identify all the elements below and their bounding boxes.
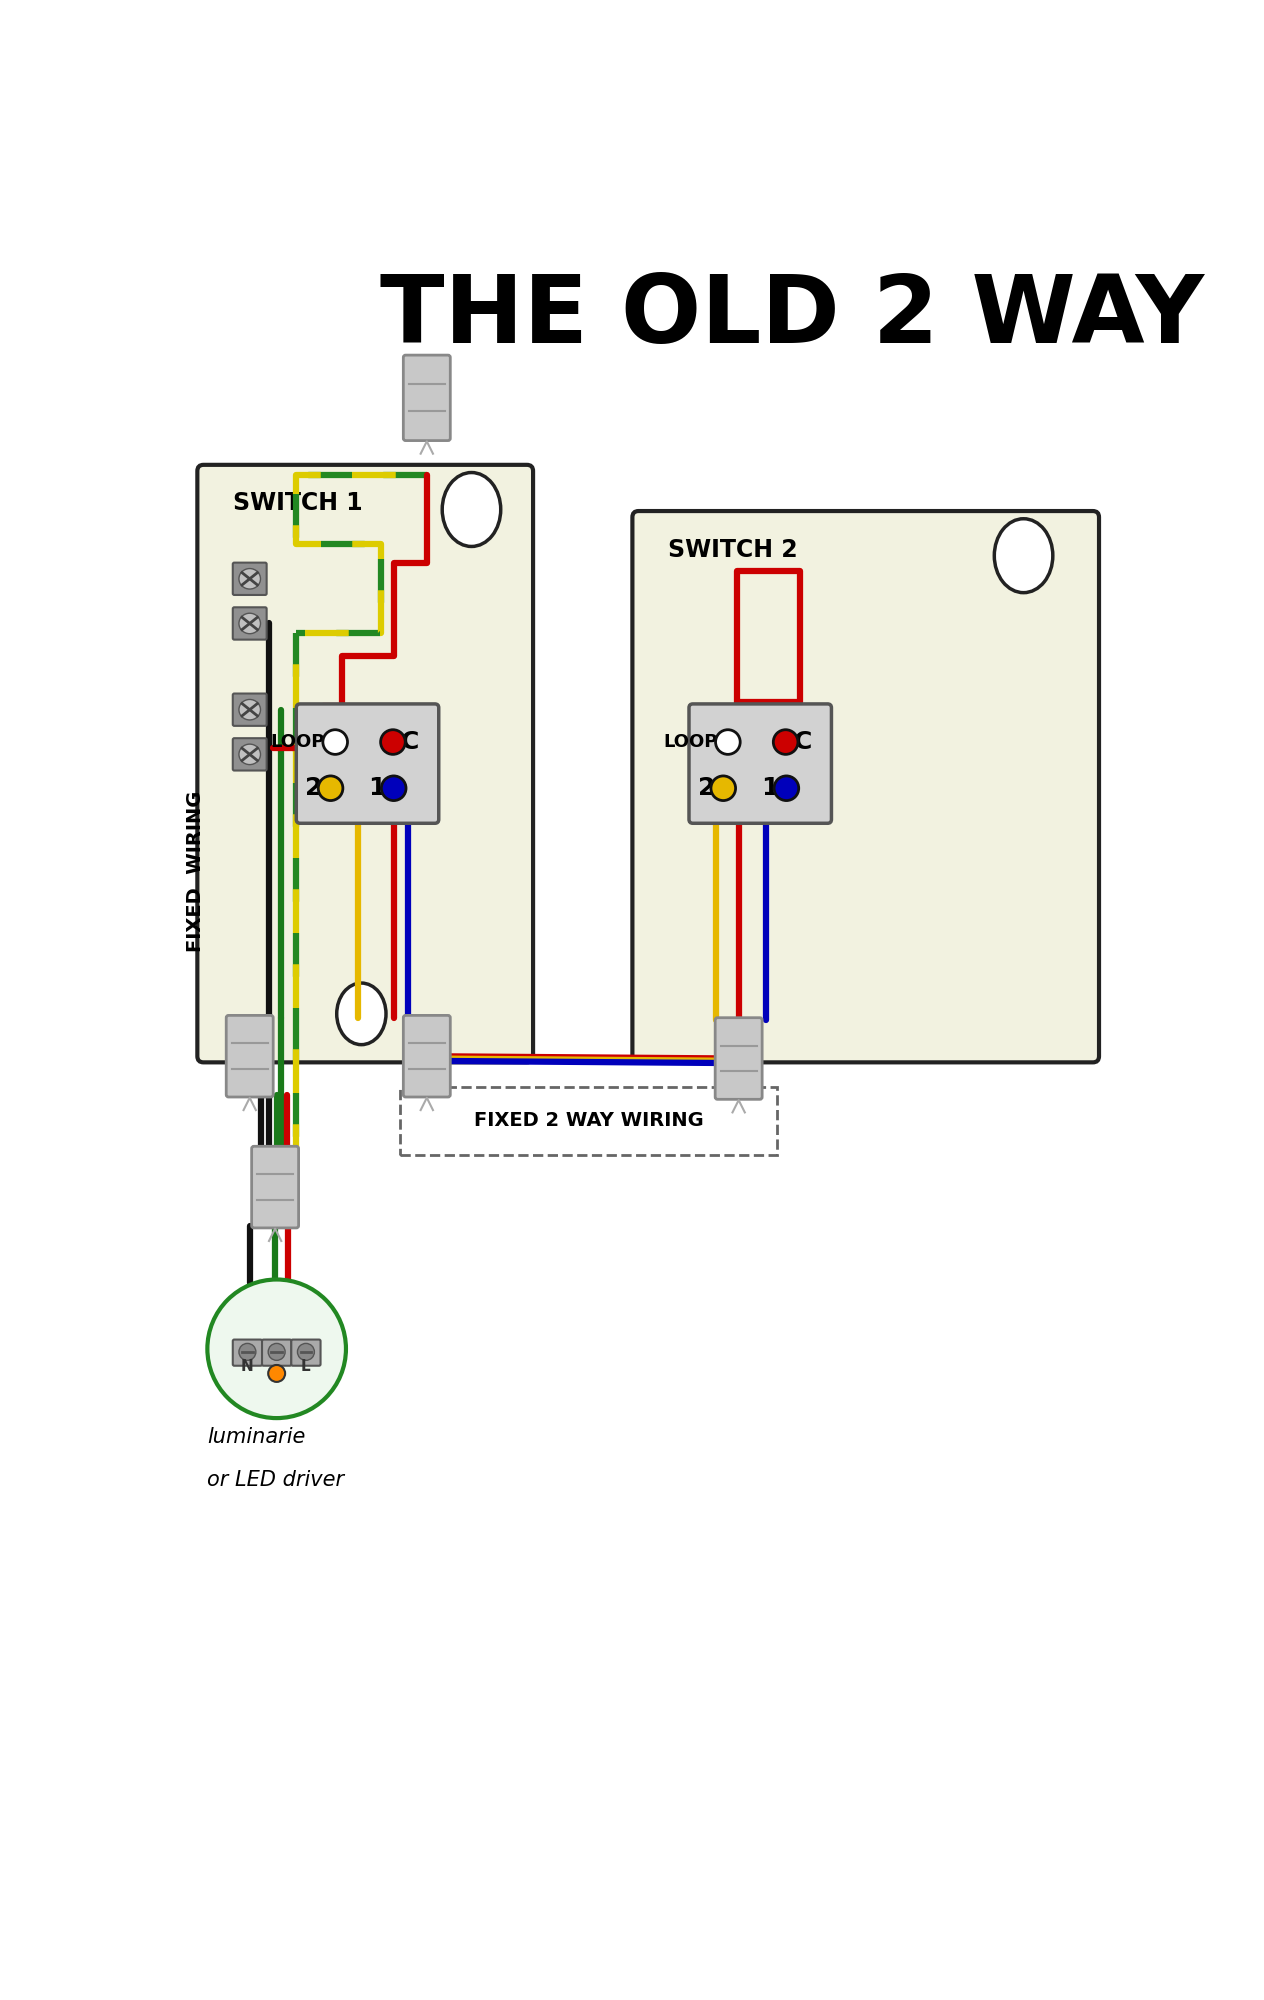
FancyBboxPatch shape (632, 512, 1098, 1062)
Text: 2: 2 (305, 776, 322, 800)
Text: C: C (794, 730, 811, 754)
Text: L: L (301, 1360, 311, 1374)
FancyBboxPatch shape (233, 1340, 262, 1366)
FancyBboxPatch shape (226, 1016, 273, 1098)
Ellipse shape (336, 984, 386, 1044)
Text: or LED driver: or LED driver (207, 1470, 345, 1490)
Ellipse shape (239, 700, 260, 720)
FancyBboxPatch shape (233, 562, 267, 594)
Text: SWITCH 1: SWITCH 1 (233, 492, 363, 516)
Circle shape (268, 1364, 286, 1382)
Text: LOOP: LOOP (664, 734, 718, 752)
Text: N: N (241, 1360, 254, 1374)
Circle shape (322, 730, 348, 754)
FancyBboxPatch shape (715, 1018, 762, 1100)
FancyBboxPatch shape (233, 738, 267, 770)
Ellipse shape (239, 744, 260, 764)
Ellipse shape (268, 1344, 286, 1360)
Text: LOOP: LOOP (270, 734, 325, 752)
Circle shape (319, 776, 343, 800)
Text: luminarie: luminarie (207, 1428, 306, 1448)
Text: FIXED 2 WAY WIRING: FIXED 2 WAY WIRING (474, 1112, 703, 1130)
Circle shape (380, 730, 406, 754)
Circle shape (382, 776, 406, 800)
FancyBboxPatch shape (689, 704, 832, 824)
FancyBboxPatch shape (403, 356, 450, 440)
FancyBboxPatch shape (197, 464, 533, 1062)
Text: C: C (401, 730, 420, 754)
Circle shape (774, 776, 799, 800)
FancyBboxPatch shape (233, 694, 267, 726)
FancyBboxPatch shape (403, 1016, 450, 1098)
Circle shape (715, 730, 741, 754)
FancyBboxPatch shape (233, 608, 267, 640)
Text: THE OLD 2 WAY: THE OLD 2 WAY (380, 270, 1205, 364)
Circle shape (710, 776, 736, 800)
Text: SWITCH 2: SWITCH 2 (667, 538, 798, 562)
Ellipse shape (239, 614, 260, 634)
Ellipse shape (995, 518, 1053, 592)
Circle shape (774, 730, 798, 754)
Circle shape (207, 1280, 346, 1418)
Text: 1: 1 (761, 776, 779, 800)
Text: 1: 1 (368, 776, 386, 800)
FancyBboxPatch shape (296, 704, 439, 824)
FancyBboxPatch shape (252, 1146, 298, 1228)
FancyBboxPatch shape (262, 1340, 291, 1366)
Ellipse shape (239, 568, 260, 590)
Ellipse shape (239, 1344, 255, 1360)
FancyBboxPatch shape (291, 1340, 321, 1366)
Text: FIXED  WIRING: FIXED WIRING (186, 790, 205, 952)
Ellipse shape (442, 472, 501, 546)
Text: 2: 2 (698, 776, 715, 800)
Ellipse shape (297, 1344, 315, 1360)
